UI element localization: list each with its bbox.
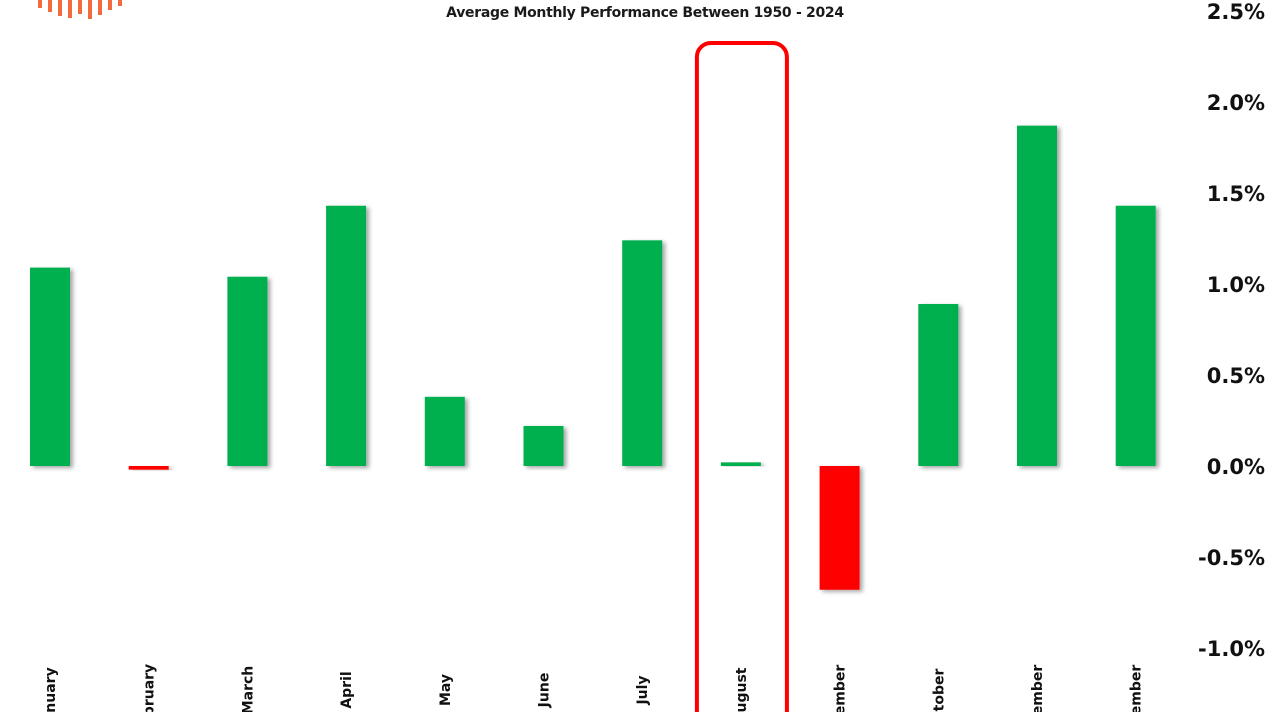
x-axis-labels: nuary bruary March April May June July ugust emb… [43,664,1145,712]
bar-december [1115,205,1156,467]
chart-title: Average Monthly Performance Between 1950… [446,5,844,21]
bar-may [424,396,465,466]
bar-february [128,466,169,470]
bar-november [1017,125,1057,466]
x-tick-label: March [240,666,256,712]
bar-june [523,425,564,466]
y-tick-label: 0.0% [1207,455,1265,479]
y-tick-label: 2.5% [1207,0,1265,24]
bars-layer [30,125,1156,590]
x-tick-label: June [537,673,553,709]
bar-july [622,240,663,466]
x-tick-label: July [635,675,651,705]
x-tick-label: ember [1030,665,1046,712]
bar-march [227,276,268,466]
highlight-box [694,41,789,712]
x-tick-label: ugust [734,667,750,712]
bar-april [326,205,367,467]
y-tick-label: 2.0% [1207,91,1265,115]
y-tick-label: -1.0% [1198,637,1265,661]
x-tick-label: ember [833,665,849,712]
y-tick-label: 0.5% [1207,364,1265,388]
x-tick-label: bruary [142,664,158,712]
brand-logo-icon [38,0,122,19]
highlight-layer [694,41,789,712]
y-axis-ticks: 2.5% 2.0% 1.5% 1.0% 0.5% 0.0% -0.5% -1.0% [1198,0,1265,661]
bar-october [918,304,959,466]
x-tick-label: tober [931,669,947,712]
y-tick-label: -0.5% [1198,546,1265,570]
bar-august [720,462,761,466]
y-tick-label: 1.5% [1207,182,1265,206]
bar-september [819,466,860,590]
y-tick-label: 1.0% [1207,273,1265,297]
bar-january [30,267,70,466]
x-tick-label: May [438,674,454,706]
x-tick-label: ember [1129,665,1145,712]
x-tick-label: April [339,671,355,708]
x-tick-label: nuary [43,667,59,712]
